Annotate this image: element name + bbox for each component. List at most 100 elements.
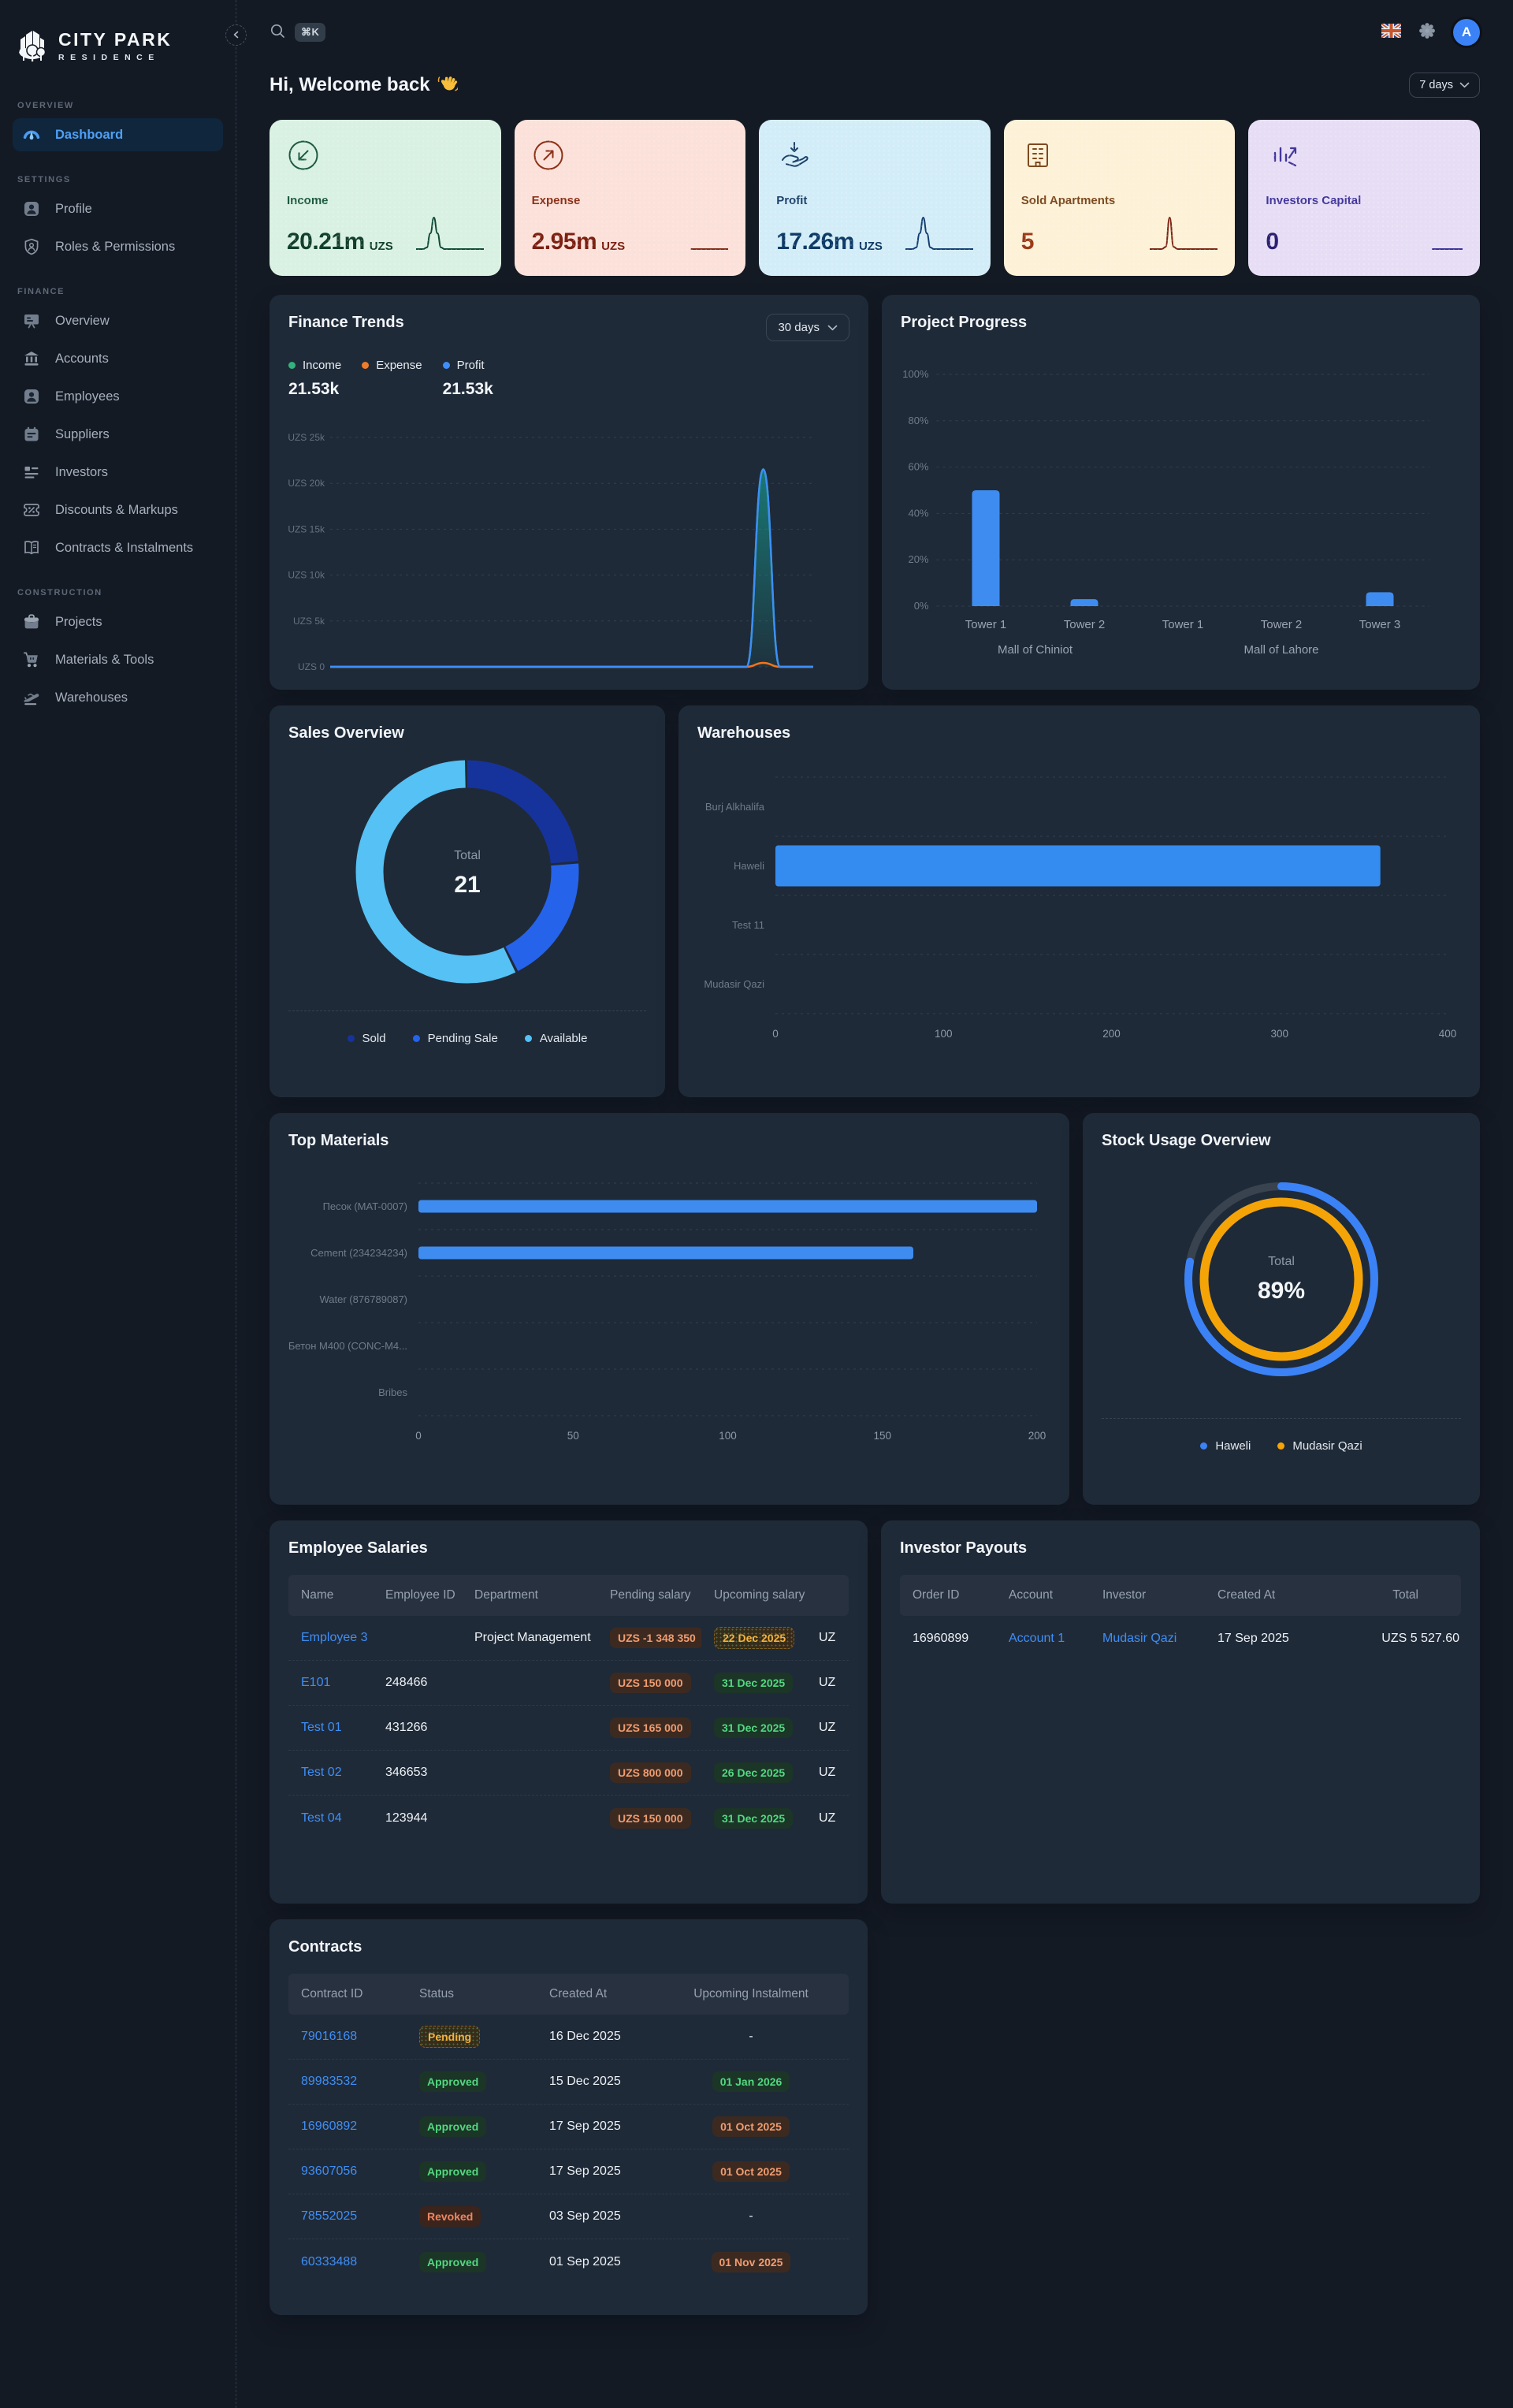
user-avatar[interactable]: A xyxy=(1453,19,1480,46)
finance-trends-range-select[interactable]: 30 days xyxy=(766,314,849,341)
investor-link[interactable]: Mudasir Qazi xyxy=(1102,1631,1177,1645)
svg-text:100: 100 xyxy=(719,1430,737,1442)
settings-button[interactable] xyxy=(1418,22,1436,43)
brand-title: CITY PARK xyxy=(58,29,173,50)
column-header: Pending salary xyxy=(610,1588,691,1602)
legend-item: Profit 21.53k xyxy=(442,359,495,400)
svg-text:100%: 100% xyxy=(902,368,929,380)
contract-id-link[interactable]: 89983532 xyxy=(301,2075,358,2088)
sidebar-item-label: Profile xyxy=(55,201,92,216)
legend-dot xyxy=(362,362,370,369)
account-link[interactable]: Account 1 xyxy=(1009,1631,1065,1645)
legend-dot xyxy=(1200,1442,1208,1450)
svg-text:Mudasir Qazi: Mudasir Qazi xyxy=(704,978,764,990)
column-header: Contract ID xyxy=(301,1987,363,2000)
contract-id-link[interactable]: 79016168 xyxy=(301,2030,358,2043)
employee-name-link[interactable]: Test 01 xyxy=(301,1721,342,1734)
contract-id-link[interactable]: 60333488 xyxy=(301,2254,358,2268)
pending-salary-badge: UZS 150 000 xyxy=(610,1673,691,1693)
contract-id-link[interactable]: 78552025 xyxy=(301,2209,358,2223)
legend-value: 21.53k xyxy=(442,380,493,398)
contract-id-link[interactable]: 16960892 xyxy=(301,2120,358,2133)
stat-card-income[interactable]: Income 20.21m UZS xyxy=(270,120,501,276)
pending-salary-badge: UZS 165 000 xyxy=(610,1718,691,1738)
sidebar-item-contracts-instalments[interactable]: Contracts & Instalments xyxy=(13,531,223,564)
table-row: Test 02 346653 UZS 800 000 26 Dec 2025 U… xyxy=(288,1751,849,1796)
stock-usage-chart: Total 89% xyxy=(1102,1150,1461,1413)
search-trigger[interactable]: ⌘K xyxy=(270,23,326,43)
table-row: 93607056 Approved 17 Sep 2025 01 Oct 202… xyxy=(288,2149,849,2194)
finance-trends-card: Finance Trends 30 days Income 21.53k Exp… xyxy=(270,295,868,690)
svg-text:0: 0 xyxy=(415,1430,422,1442)
contracts-title: Contracts xyxy=(288,1938,362,1956)
created-at-cell: 15 Dec 2025 xyxy=(549,2075,621,2088)
brand-subtitle: RESIDENCE xyxy=(58,53,160,62)
sidebar-item-materials-tools[interactable]: Materials & Tools xyxy=(13,643,223,676)
sidebar-item-label: Discounts & Markups xyxy=(55,502,178,517)
sidebar-item-dashboard[interactable]: Dashboard xyxy=(13,118,223,151)
sidebar-item-profile[interactable]: Profile xyxy=(13,192,223,225)
column-header: Account xyxy=(1009,1588,1054,1602)
svg-text:200: 200 xyxy=(1028,1430,1046,1442)
profile-icon xyxy=(22,199,41,218)
sidebar-item-suppliers[interactable]: Suppliers xyxy=(13,418,223,451)
date-range-select[interactable]: 7 days xyxy=(1409,73,1480,98)
sidebar-item-warehouses[interactable]: Warehouses xyxy=(13,681,223,714)
employee-name-link[interactable]: E101 xyxy=(301,1676,331,1689)
employee-name-link[interactable]: Test 04 xyxy=(301,1811,342,1825)
finance-trends-chart: UZS 0 UZS 5k UZS 10k UZS 15k UZS 20k UZS 25k xyxy=(288,413,849,678)
stat-value-suffix: UZS xyxy=(601,240,626,253)
investor-payouts-table: Order ID Account Investor Created At Total 1… xyxy=(900,1575,1461,1661)
stat-card-investors-capital[interactable]: Investors Capital 0 xyxy=(1248,120,1480,276)
stat-label: Investors Capital xyxy=(1266,194,1362,207)
sidebar-collapse-button[interactable] xyxy=(225,24,247,46)
sidebar-item-discounts-markups[interactable]: Discounts & Markups xyxy=(13,493,223,527)
sidebar-item-projects[interactable]: Projects xyxy=(13,605,223,638)
svg-text:300: 300 xyxy=(1270,1028,1288,1040)
cart-icon xyxy=(22,650,41,669)
project-progress-chart: 0% 20% 40% 60% 80% 100% Tower 1 Tower 2 Tower 1 T… xyxy=(901,341,1461,680)
stat-sparkline xyxy=(905,214,973,255)
svg-text:Burj Alkhalifa: Burj Alkhalifa xyxy=(705,801,765,813)
legend-label: Sold xyxy=(362,1032,386,1045)
stat-sparkline xyxy=(660,214,729,255)
employee-name-link[interactable]: Employee 3 xyxy=(301,1631,368,1644)
finance-trends-title: Finance Trends xyxy=(288,314,404,331)
brand-logo: CITY PARK RESIDENCE xyxy=(13,14,223,77)
svg-text:100: 100 xyxy=(935,1028,953,1040)
upcoming-salary-badge: 26 Dec 2025 xyxy=(714,1762,794,1783)
svg-text:Tower 1: Tower 1 xyxy=(1162,618,1204,631)
legend-dot xyxy=(442,362,450,369)
sidebar-item-label: Roles & Permissions xyxy=(55,239,176,254)
legend-dot xyxy=(288,362,296,369)
sidebar-item-label: Investors xyxy=(55,464,108,479)
table-row: 60333488 Approved 01 Sep 2025 01 Nov 202… xyxy=(288,2239,849,2284)
sidebar-item-roles-permissions[interactable]: Roles & Permissions xyxy=(13,230,223,263)
stat-card-profit[interactable]: Profit 17.26m UZS xyxy=(759,120,991,276)
table-row: Test 01 431266 UZS 165 000 31 Dec 2025 U… xyxy=(288,1706,849,1751)
sidebar-nav: OVERVIEW Dashboard SETTINGS Profile Roles… xyxy=(13,101,223,714)
employee-name-link[interactable]: Test 02 xyxy=(301,1766,342,1779)
stat-card-expense[interactable]: Expense 2.95m UZS xyxy=(514,120,746,276)
created-at-cell: 03 Sep 2025 xyxy=(549,2209,621,2223)
sales-overview-chart: Total 21 xyxy=(288,742,646,1006)
employee-id-cell: 123944 xyxy=(385,1811,428,1825)
column-header: Created At xyxy=(1217,1588,1276,1602)
language-button[interactable] xyxy=(1380,21,1403,42)
sidebar-item-label: Overview xyxy=(55,313,110,328)
sidebar-item-accounts[interactable]: Accounts xyxy=(13,342,223,375)
legend-item: Pending Sale xyxy=(412,1032,498,1045)
salary-amount-cell: UZ xyxy=(819,1721,836,1734)
project-progress-title: Project Progress xyxy=(901,314,1028,331)
stat-card-sold-apartments[interactable]: Sold Apartments 5 xyxy=(1003,120,1236,276)
sidebar-item-employees[interactable]: Employees xyxy=(13,380,223,413)
contract-id-link[interactable]: 93607056 xyxy=(301,2164,358,2178)
nav-section-label: CONSTRUCTION xyxy=(17,588,102,597)
table-row: 89983532 Approved 15 Dec 2025 01 Jan 202… xyxy=(288,2060,849,2105)
sidebar-item-overview[interactable]: Overview xyxy=(13,304,223,337)
svg-text:20%: 20% xyxy=(908,553,928,565)
sidebar-item-investors[interactable]: Investors xyxy=(13,456,223,489)
employee-salaries-title: Employee Salaries xyxy=(288,1539,428,1557)
table-row: E101 248466 UZS 150 000 31 Dec 2025 UZ xyxy=(288,1661,849,1706)
instalment-badge: - xyxy=(749,2209,753,2223)
